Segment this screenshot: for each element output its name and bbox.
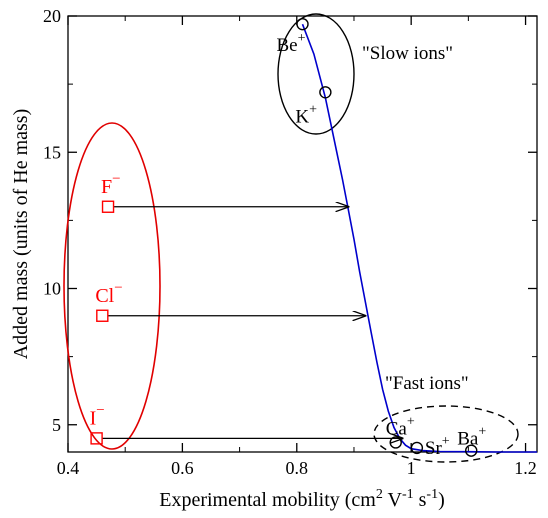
y-axis-label: Added mass (units of He mass) xyxy=(10,109,32,360)
cation-points: Be+K+Ca+Sr+ Ba+ xyxy=(277,17,486,459)
x-axis-label-unit-exp-1: 2 xyxy=(376,487,383,502)
anion-group-ellipse xyxy=(63,122,161,450)
label-f-symbol: F xyxy=(101,176,112,198)
point-cl xyxy=(96,309,109,322)
x-axis-label-unit-s: s xyxy=(414,489,427,511)
y-axis-ticks: 5 10 15 20 xyxy=(43,6,537,435)
label-k-symbol: K xyxy=(295,106,309,127)
label-ba-symbol: Ba xyxy=(457,429,479,450)
x-tick-label: 0.8 xyxy=(286,458,309,478)
x-axis-label-main: Experimental mobility (cm xyxy=(159,489,376,511)
x-axis-label-unit-close: ) xyxy=(438,489,445,511)
label-i-charge: − xyxy=(96,402,104,418)
label-f: F− xyxy=(101,171,121,198)
label-ca-charge: + xyxy=(407,414,415,429)
x-axis-label-unit-exp-2: -1 xyxy=(402,487,414,502)
label-be-charge: + xyxy=(298,31,306,46)
fast-ions-ellipse xyxy=(373,405,519,463)
label-ba: Ba+ xyxy=(457,425,486,450)
y-tick-label: 15 xyxy=(43,142,61,162)
y-tick-label: 20 xyxy=(43,6,61,26)
label-ca: Ca+ xyxy=(386,414,415,439)
label-sr-charge: + xyxy=(442,434,450,449)
y-tick-label: 5 xyxy=(52,415,61,435)
point-i xyxy=(90,432,103,445)
slow-ions-ellipse xyxy=(277,13,355,135)
point-ca xyxy=(389,436,402,449)
mobility-arrows xyxy=(102,207,403,439)
label-sr: Sr+ xyxy=(425,434,450,459)
point-be xyxy=(296,17,309,31)
point-ba xyxy=(465,444,478,457)
label-cl: Cl− xyxy=(95,280,122,307)
x-tick-label: 1.2 xyxy=(514,458,537,478)
label-sr-symbol: Sr xyxy=(425,438,443,459)
label-i-symbol: I xyxy=(90,407,97,429)
label-be-symbol: Be xyxy=(277,35,298,56)
x-axis-ticks: 0.4 0.6 0.8 1 1.2 xyxy=(57,16,537,478)
plot-area-frame xyxy=(67,15,538,453)
label-ca-symbol: Ca xyxy=(386,418,408,439)
label-f-charge: − xyxy=(112,171,120,187)
label-cl-charge: − xyxy=(114,280,122,296)
x-axis-label-unit-v: V xyxy=(383,489,403,511)
point-sr xyxy=(410,441,424,455)
x-tick-label: 1 xyxy=(407,458,416,478)
slow-ions-annotation: "Slow ions" xyxy=(362,43,453,64)
anion-points: F−Cl−I− xyxy=(90,171,123,445)
label-k: K+ xyxy=(295,102,317,127)
x-axis-label-unit-exp-3: -1 xyxy=(426,487,438,502)
point-k xyxy=(319,86,332,99)
x-axis-label: Experimental mobility (cm2 V-1 s-1) xyxy=(159,487,445,511)
label-cl-symbol: Cl xyxy=(95,285,114,307)
label-be: Be+ xyxy=(277,31,306,56)
point-f xyxy=(101,200,115,213)
y-tick-label: 10 xyxy=(43,279,61,299)
fast-ions-annotation: "Fast ions" xyxy=(385,373,469,394)
x-tick-label: 0.4 xyxy=(57,458,80,478)
label-k-charge: + xyxy=(309,102,317,117)
x-tick-label: 0.6 xyxy=(171,458,194,478)
label-i: I− xyxy=(90,402,105,429)
fit-curve xyxy=(301,23,537,453)
label-ba-charge: + xyxy=(478,425,486,440)
